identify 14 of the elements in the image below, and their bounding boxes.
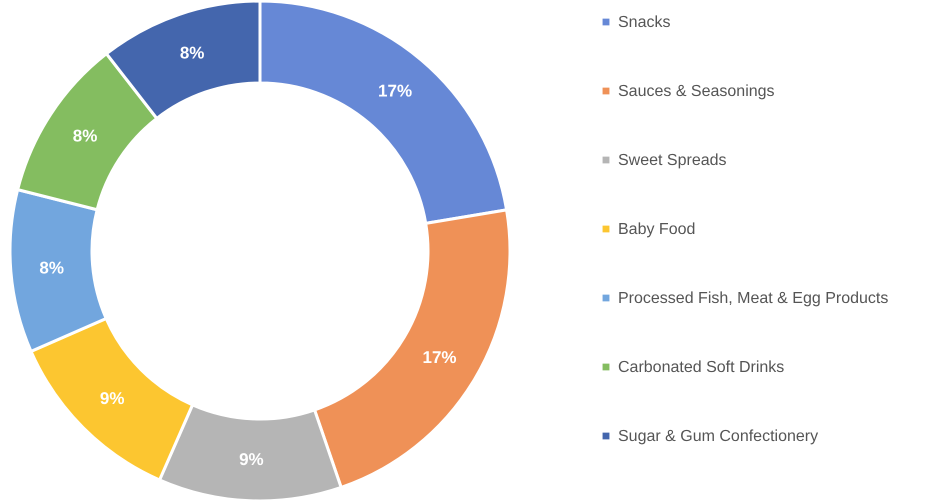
- legend-label: Sugar & Gum Confectionery: [618, 428, 818, 445]
- data-label: 8%: [39, 258, 64, 278]
- legend-label: Sweet Spreads: [618, 152, 727, 169]
- legend-label: Processed Fish, Meat & Egg Products: [618, 290, 888, 307]
- data-label: 8%: [72, 126, 98, 146]
- legend-label: Baby Food: [618, 221, 696, 238]
- legend-label: Sauces & Seasonings: [618, 83, 775, 100]
- legend-label: Carbonated Soft Drinks: [618, 359, 784, 376]
- data-label: 17%: [378, 82, 412, 101]
- data-label: 8%: [180, 43, 204, 62]
- data-label: 17%: [422, 348, 457, 367]
- data-label: 9%: [100, 388, 125, 408]
- data-label: 9%: [239, 450, 264, 469]
- legend-label: Snacks: [618, 14, 670, 31]
